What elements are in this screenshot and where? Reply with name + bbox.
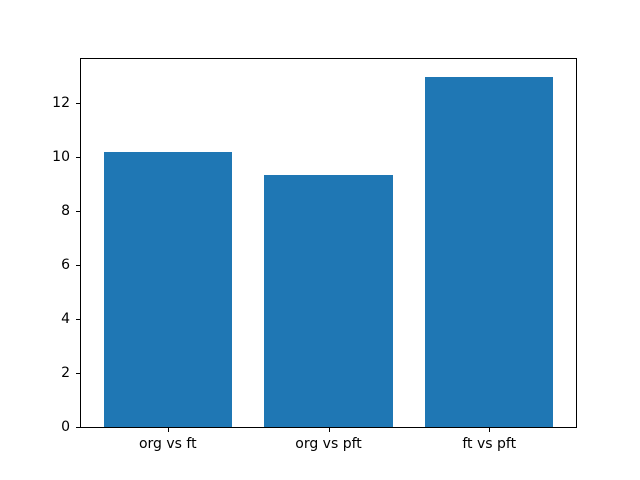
y-tick-label: 10 [52, 149, 70, 166]
y-tick-mark [76, 265, 80, 267]
y-tick-mark [76, 157, 80, 159]
x-tick-label: org vs pft [295, 436, 362, 452]
y-tick-label: 12 [52, 95, 70, 112]
bar-org-vs-pft [264, 174, 393, 427]
y-tick-mark [76, 319, 80, 321]
y-tick-label: 2 [61, 365, 70, 382]
y-tick-mark [76, 373, 80, 375]
y-tick-mark [76, 427, 80, 428]
y-tick-mark [76, 103, 80, 105]
y-tick-mark [76, 211, 80, 213]
y-tick-label: 6 [61, 257, 70, 274]
y-tick-label: 4 [61, 311, 70, 328]
y-tick-label: 0 [61, 419, 70, 435]
bar-org-vs-ft [103, 152, 233, 427]
x-tick-mark [167, 428, 169, 432]
plot-area [80, 58, 577, 428]
bar-ft-vs-pft [424, 76, 554, 427]
x-tick-label: org vs ft [138, 436, 197, 452]
x-tick-mark [328, 428, 330, 432]
y-tick-label: 8 [61, 203, 70, 220]
x-tick-mark [489, 428, 491, 432]
x-tick-label: ft vs pft [462, 436, 517, 452]
